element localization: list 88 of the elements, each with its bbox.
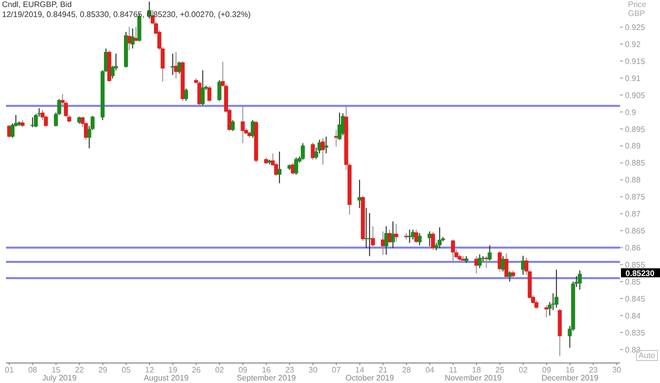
candlestick	[370, 226, 375, 248]
y-tick-label: 0.91	[625, 74, 642, 83]
candlestick	[384, 226, 388, 256]
candlestick	[324, 136, 328, 154]
x-tick-label: 29	[98, 366, 108, 375]
candlestick	[338, 112, 342, 140]
x-tick-label: 12	[145, 366, 154, 375]
x-tick-label: 23	[285, 366, 295, 375]
candlestick	[320, 138, 325, 166]
y-tick-label: 0.9	[625, 108, 637, 117]
y-tick-label: 0.855	[625, 260, 646, 270]
text: 0.85230	[626, 268, 656, 278]
x-tick-label: 30	[308, 366, 318, 375]
candlestick	[390, 221, 395, 248]
y-tick-label: 0.835	[625, 328, 646, 338]
candlestick	[430, 232, 435, 251]
x-tick-label: 15	[52, 366, 62, 375]
candlestick	[200, 70, 205, 106]
candlestick	[130, 28, 135, 50]
x-tick-label: 16	[262, 366, 272, 375]
y-tick-label: 0.89	[625, 142, 642, 151]
x-tick-label: 09	[542, 366, 552, 375]
x-tick-label: 07	[332, 366, 342, 375]
candlestick	[478, 254, 482, 269]
candlestick	[294, 156, 298, 176]
x-tick-label: 02	[518, 366, 528, 375]
candlestick	[544, 304, 548, 318]
candlestick	[217, 80, 222, 102]
text: Auto	[636, 350, 658, 361]
x-tick-label: 23	[588, 366, 598, 375]
candlestick	[418, 232, 422, 246]
y-tick-label: 0.865	[625, 226, 646, 236]
x2-tick-label: October 2019	[345, 374, 395, 383]
x-tick-label: 05	[122, 366, 132, 375]
candlestick	[394, 223, 398, 242]
candlestick	[554, 269, 558, 308]
x-tick-label: 08	[28, 366, 38, 375]
x-tick-label: 04	[425, 366, 435, 375]
y-tick-label: 0.845	[625, 294, 646, 304]
x2-tick-label: November 2019	[444, 374, 502, 383]
x-tick-label: 22	[74, 366, 84, 375]
x2-tick-label: July 2019	[42, 374, 78, 383]
candlestick	[230, 120, 235, 132]
x-tick-label: 28	[402, 366, 412, 375]
candlestick	[578, 270, 582, 290]
y-tick-label: 0.875	[625, 192, 646, 202]
candlestick	[170, 53, 175, 76]
x-tick-label: 02	[215, 366, 225, 375]
candlestick	[488, 244, 492, 262]
y-tick-label: 0.895	[625, 124, 646, 134]
candlestick	[504, 252, 508, 279]
candlestick	[184, 88, 188, 102]
y-tick-label: 0.84	[625, 311, 642, 320]
chart-title: Cndl, EURGBP, Bid	[2, 0, 73, 10]
x-tick-label: 19	[168, 366, 178, 375]
x2-tick-label: December 2019	[541, 374, 599, 383]
candlestick	[508, 270, 512, 282]
y-axis-title: Price GBP	[628, 0, 648, 18]
x-tick-label: 11	[448, 366, 458, 375]
x2-tick-label: August 2019	[144, 374, 190, 383]
candlestick	[310, 142, 315, 160]
x-tick-label: 18	[472, 366, 482, 375]
y-tick-label: 0.85	[625, 277, 642, 286]
candlestick	[300, 142, 305, 160]
x-tick-label: 09	[238, 366, 248, 375]
x-tick-label: 01	[4, 366, 14, 375]
x2-tick-label: September 2019	[236, 374, 296, 383]
candlestick	[498, 250, 502, 272]
y-tick-label: 0.915	[625, 56, 646, 66]
x-tick-label: 30	[612, 366, 622, 375]
x-tick-label: 16	[565, 366, 575, 375]
candlestick	[277, 151, 282, 184]
x-tick-label: 25	[495, 366, 505, 375]
y-tick-label: 0.87	[625, 210, 642, 219]
y-tick-label: 0.905	[625, 90, 646, 100]
candlestick	[450, 239, 455, 262]
y-tick-label: 0.86	[625, 243, 642, 252]
x-tick-label: 14	[355, 366, 365, 375]
y-tick-label: 0.92	[625, 40, 642, 49]
candlestick	[207, 85, 212, 102]
candlestick	[358, 179, 362, 208]
candlestick	[438, 226, 442, 248]
y-tick-label: 0.88	[625, 176, 642, 185]
y-tick-label: 0.925	[625, 22, 646, 32]
y-tick-label: 0.885	[625, 158, 646, 168]
x-tick-label: 26	[192, 366, 202, 375]
candlestick	[240, 106, 245, 144]
x-tick-label: 21	[378, 366, 388, 375]
